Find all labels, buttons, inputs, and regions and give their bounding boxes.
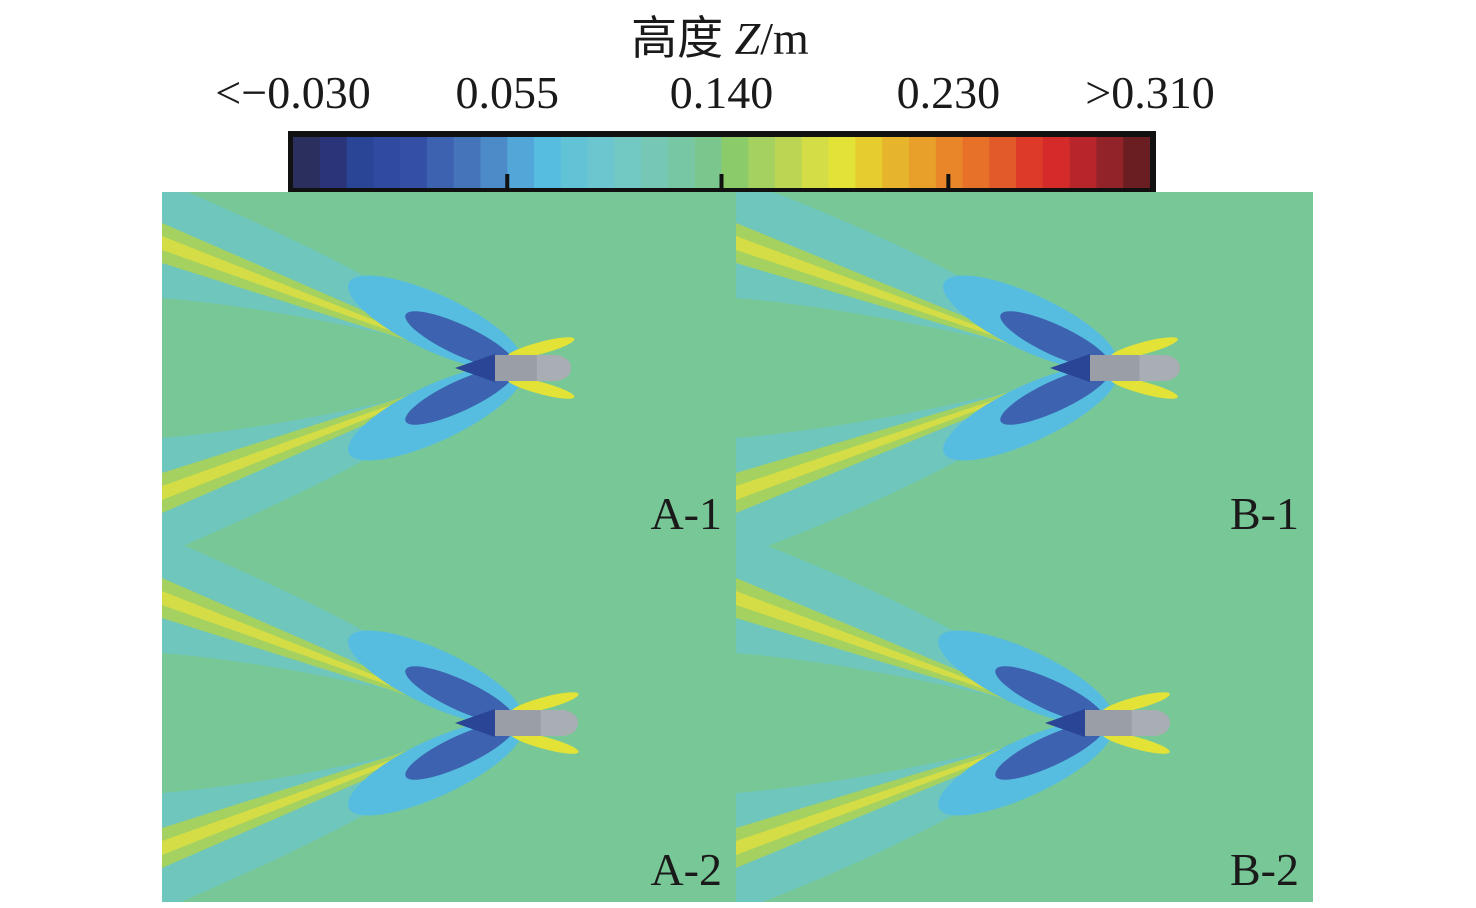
contour-plot bbox=[162, 546, 736, 902]
colorbar-level bbox=[1096, 137, 1124, 188]
contour-plot bbox=[736, 192, 1313, 546]
colorbar-level bbox=[775, 137, 803, 188]
colorbar-level bbox=[560, 137, 589, 188]
bow-crest bbox=[510, 732, 579, 754]
colorbar-tick bbox=[946, 174, 951, 188]
colorbar-title-text: 高度 bbox=[631, 13, 724, 64]
trough-core bbox=[995, 722, 1105, 780]
colorbar-level bbox=[855, 137, 883, 188]
stern-trough bbox=[1045, 709, 1085, 737]
colorbar-title-var: Z bbox=[734, 13, 761, 64]
contour-plot bbox=[736, 546, 1313, 902]
colorbar-level bbox=[373, 137, 401, 188]
stern-trough bbox=[455, 709, 495, 737]
bow-crest bbox=[506, 337, 575, 359]
colorbar-level bbox=[989, 137, 1017, 188]
bow-crest bbox=[1110, 337, 1178, 359]
ship-deck bbox=[495, 710, 541, 736]
bow-crest bbox=[510, 692, 579, 714]
bow-crest bbox=[506, 377, 575, 399]
contour-panel-b1: B-1 bbox=[736, 192, 1313, 546]
colorbar-tick bbox=[719, 174, 724, 188]
colorbar-level bbox=[293, 137, 321, 188]
ship-deck bbox=[495, 355, 537, 381]
ship-deck bbox=[1090, 355, 1140, 381]
colorbar-tick-label: 0.230 bbox=[896, 67, 1001, 118]
trough-core bbox=[405, 666, 515, 724]
colorbar-tick bbox=[505, 174, 510, 188]
colorbar-level bbox=[882, 137, 910, 188]
trough-core bbox=[1000, 367, 1110, 425]
trough-core bbox=[1000, 311, 1110, 369]
contour-panel-a1: A-1 bbox=[162, 192, 736, 546]
colorbar-level bbox=[453, 137, 482, 188]
trough-core bbox=[405, 367, 515, 425]
colorbar-tick-label: >0.310 bbox=[1085, 67, 1215, 118]
contour-plot bbox=[162, 192, 736, 546]
bow-crest bbox=[1102, 692, 1170, 714]
colorbar-level bbox=[641, 137, 669, 188]
colorbar-level bbox=[1042, 137, 1071, 188]
panel-label: A-1 bbox=[650, 488, 722, 539]
colorbar-title-unit: /m bbox=[760, 13, 809, 64]
colorbar-level bbox=[534, 137, 562, 188]
colorbar-tick-label: 0.055 bbox=[455, 67, 560, 118]
colorbar bbox=[288, 131, 1156, 193]
ship-deck bbox=[1085, 710, 1132, 736]
colorbar-level bbox=[400, 137, 428, 188]
stern-trough bbox=[1050, 354, 1090, 382]
colorbar-level bbox=[1016, 137, 1044, 188]
panel-label: B-2 bbox=[1230, 844, 1299, 895]
colorbar-level bbox=[828, 137, 857, 188]
panel-label: B-1 bbox=[1230, 488, 1299, 539]
colorbar-level bbox=[346, 137, 374, 188]
panel-label: A-2 bbox=[650, 844, 722, 895]
colorbar-level bbox=[1123, 137, 1150, 188]
stern-trough bbox=[455, 354, 495, 382]
bow-crest bbox=[1102, 732, 1170, 754]
colorbar-level bbox=[587, 137, 615, 188]
contour-panel-b2: B-2 bbox=[736, 546, 1313, 902]
contour-panel-a2: A-2 bbox=[162, 546, 736, 902]
colorbar-level bbox=[748, 137, 776, 188]
colorbar-tick-label: 0.140 bbox=[669, 67, 774, 118]
colorbar-title: 高度 Z/m bbox=[0, 2, 1440, 68]
colorbar-tick-label: <−0.030 bbox=[215, 67, 371, 118]
trough-core bbox=[995, 666, 1105, 724]
colorbar-level bbox=[721, 137, 749, 188]
colorbar-level bbox=[667, 137, 696, 188]
trough-core bbox=[405, 722, 515, 780]
colorbar-level bbox=[426, 137, 455, 188]
colorbar-scale bbox=[293, 137, 1150, 188]
colorbar-level bbox=[801, 137, 830, 188]
colorbar-level bbox=[908, 137, 937, 188]
trough-core bbox=[405, 311, 515, 369]
colorbar-level bbox=[1069, 137, 1098, 188]
colorbar-level bbox=[962, 137, 990, 188]
colorbar-level bbox=[319, 137, 348, 188]
colorbar-level bbox=[480, 137, 508, 188]
colorbar-level bbox=[507, 137, 535, 188]
colorbar-level bbox=[614, 137, 642, 188]
colorbar-level bbox=[694, 137, 723, 188]
bow-crest bbox=[1110, 377, 1178, 399]
